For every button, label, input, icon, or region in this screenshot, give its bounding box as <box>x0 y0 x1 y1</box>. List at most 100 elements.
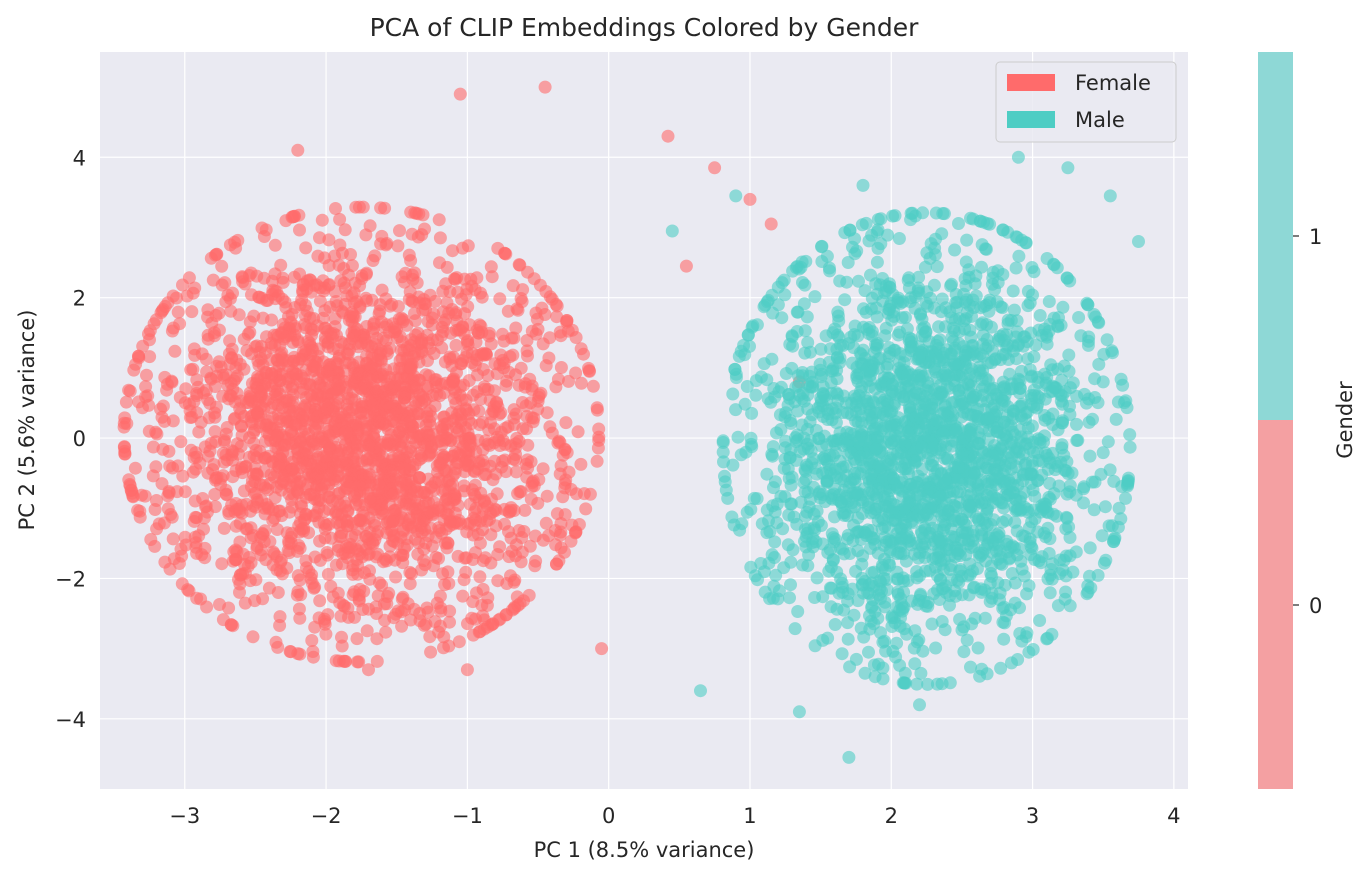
data-point <box>217 521 231 535</box>
data-point <box>525 379 539 393</box>
data-point <box>404 254 418 268</box>
data-point <box>359 529 373 543</box>
data-point <box>996 223 1010 237</box>
data-point <box>472 404 486 418</box>
data-point <box>251 370 265 384</box>
data-point <box>843 660 857 674</box>
data-point <box>988 353 1002 367</box>
data-point <box>965 339 979 353</box>
data-point <box>749 374 763 388</box>
data-point <box>948 357 962 371</box>
data-point <box>225 351 239 365</box>
data-point <box>383 514 397 528</box>
data-point <box>201 449 215 463</box>
data-point <box>847 427 861 441</box>
data-point <box>510 302 524 316</box>
data-point <box>1020 626 1034 640</box>
data-point <box>890 636 904 650</box>
data-point <box>829 416 843 430</box>
data-point <box>469 513 482 527</box>
data-point <box>904 477 918 491</box>
data-point <box>458 551 472 565</box>
data-point <box>980 318 994 331</box>
data-point <box>320 546 334 559</box>
data-point <box>391 239 405 253</box>
data-point <box>1000 451 1014 465</box>
data-point <box>257 478 271 492</box>
data-point <box>412 407 426 421</box>
data-point <box>206 273 220 287</box>
data-point <box>798 346 812 360</box>
data-point <box>964 660 977 674</box>
data-point <box>379 462 393 475</box>
data-point <box>331 508 345 522</box>
data-point <box>868 382 882 396</box>
data-point <box>800 310 814 324</box>
data-point <box>949 423 963 437</box>
data-point <box>893 325 907 339</box>
data-point <box>1083 449 1097 463</box>
data-point <box>914 345 928 359</box>
data-point <box>163 562 177 576</box>
data-point <box>410 502 424 516</box>
data-point <box>212 306 226 320</box>
data-point <box>473 418 487 432</box>
data-point <box>908 456 922 470</box>
data-point <box>247 486 261 500</box>
data-point <box>509 465 523 479</box>
data-point <box>940 379 954 393</box>
data-point <box>843 223 857 237</box>
data-point <box>118 411 132 425</box>
data-point <box>386 451 400 465</box>
data-point <box>930 393 943 407</box>
data-point <box>332 487 345 501</box>
data-point <box>895 311 909 325</box>
data-point <box>766 499 780 513</box>
data-point <box>1027 350 1041 364</box>
data-point <box>185 305 199 319</box>
data-point <box>539 516 553 530</box>
data-point <box>237 410 251 423</box>
data-point <box>351 567 365 581</box>
data-point <box>939 586 953 600</box>
data-point <box>1096 375 1110 389</box>
data-point <box>324 327 338 341</box>
data-point <box>873 278 887 292</box>
data-point <box>1072 311 1086 324</box>
data-point <box>542 351 556 365</box>
data-point <box>238 460 252 474</box>
data-point <box>291 333 305 347</box>
x-tick-label: 1 <box>743 804 756 828</box>
data-point <box>226 445 240 459</box>
data-point <box>825 581 838 595</box>
data-point <box>769 568 783 582</box>
data-point <box>995 398 1009 412</box>
colorbar-tick-label-0: 0 <box>1309 594 1322 618</box>
data-point <box>1026 435 1040 449</box>
data-point <box>966 293 980 307</box>
data-point <box>488 384 501 398</box>
data-point <box>317 504 331 518</box>
data-point <box>592 430 606 444</box>
data-point <box>936 503 950 517</box>
data-point <box>150 494 163 507</box>
data-point <box>574 342 588 356</box>
data-point <box>180 289 194 303</box>
data-point <box>885 405 899 418</box>
data-point <box>388 379 402 393</box>
data-point <box>893 347 907 361</box>
data-point <box>751 573 764 587</box>
data-point <box>797 476 811 490</box>
data-point <box>1062 364 1076 378</box>
data-point <box>995 301 1009 315</box>
data-point <box>991 470 1005 484</box>
data-point <box>443 515 457 529</box>
data-point <box>183 411 197 424</box>
data-point <box>564 482 578 496</box>
data-point <box>1062 520 1076 534</box>
data-point <box>782 508 796 522</box>
data-point <box>178 485 192 499</box>
data-point <box>524 492 538 506</box>
data-point <box>910 635 924 649</box>
data-point <box>1052 479 1066 493</box>
